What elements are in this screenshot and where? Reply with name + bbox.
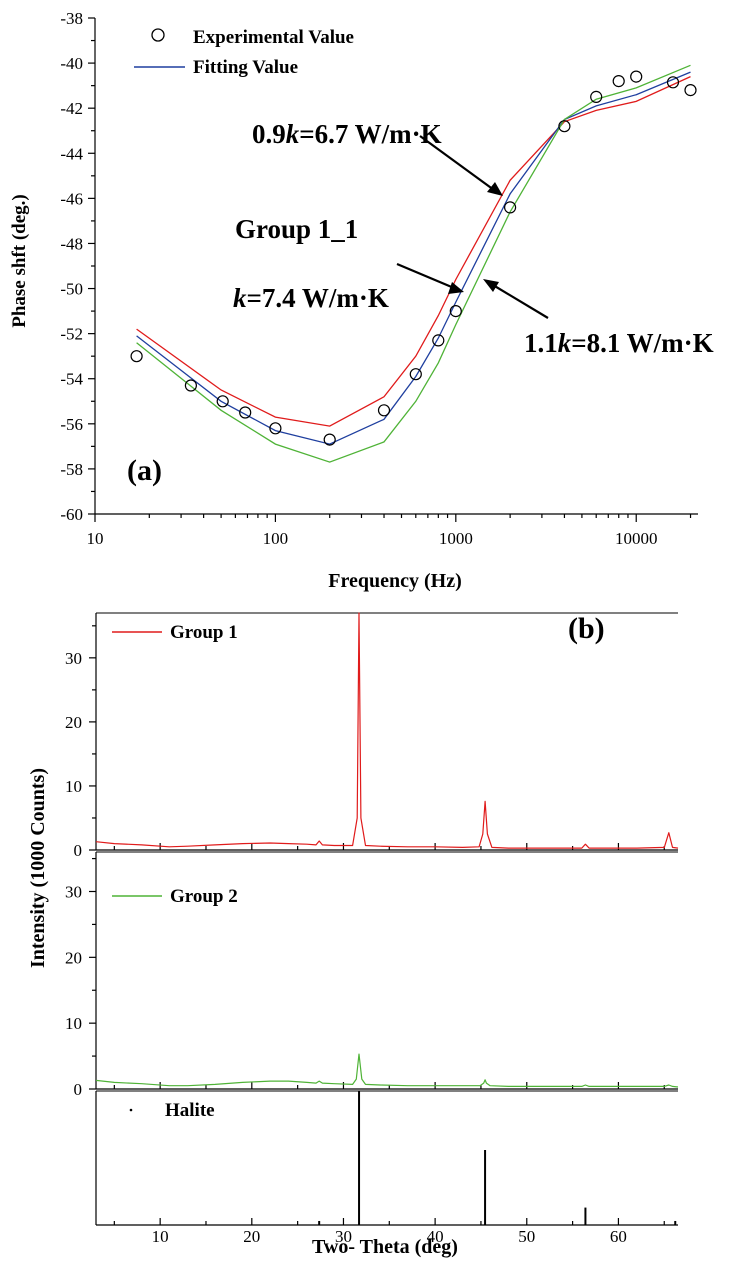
panel-b-x-tick-label: 10 bbox=[152, 1227, 169, 1246]
panel-a-x-tick-label: 100 bbox=[263, 529, 289, 548]
panel-b-y-tick-label: 20 bbox=[65, 713, 82, 732]
panel-a-y-tick-label: -38 bbox=[60, 9, 83, 28]
panel-b-x-tick-label: 50 bbox=[518, 1227, 535, 1246]
arrow-upper-head bbox=[487, 182, 503, 196]
arrow-middle-head bbox=[448, 282, 464, 294]
panel-a-label: (a) bbox=[127, 454, 162, 487]
panel-a-y-tick-label: -48 bbox=[60, 234, 83, 253]
arrow-upper bbox=[420, 136, 494, 190]
annotation-group: Group 1_1 bbox=[235, 214, 358, 244]
annotation-lower-prefix: 1.1 bbox=[524, 328, 558, 358]
panel-b-x-tick-label: 60 bbox=[610, 1227, 627, 1246]
panel-b-y-tick-label: 10 bbox=[65, 1014, 82, 1033]
panel-a-y-tick-label: -50 bbox=[60, 280, 83, 299]
annotation-upper-prefix: 0.9 bbox=[252, 119, 286, 149]
panel-b-y-tick-label: 0 bbox=[74, 841, 83, 860]
panel-a-y-tick-label: -54 bbox=[60, 370, 83, 389]
panel-a-y-tick-label: -56 bbox=[60, 415, 83, 434]
panel-b-y-tick-label: 30 bbox=[65, 649, 82, 668]
experimental-point bbox=[379, 405, 390, 416]
panel-b-y-tick-label: 30 bbox=[65, 883, 82, 902]
legend-fitting-label: Fitting Value bbox=[193, 57, 298, 78]
annotation-middle: k=7.4 W/m·K bbox=[233, 283, 389, 313]
experimental-point bbox=[613, 76, 624, 87]
annotation-lower: 1.1k=8.1 W/m·K bbox=[524, 328, 714, 358]
annotation-upper-suffix: =6.7 W/m·K bbox=[299, 119, 441, 149]
panel-a-x-tick-label: 10000 bbox=[615, 529, 658, 548]
annotation-upper-k: k bbox=[286, 119, 300, 149]
experimental-point bbox=[131, 351, 142, 362]
panel-b-x-tick-label: 20 bbox=[243, 1227, 260, 1246]
annotation-lower-suffix: =8.1 W/m·K bbox=[571, 328, 713, 358]
panel-b-marks bbox=[96, 613, 678, 1225]
panel-a-y-tick-label: -46 bbox=[60, 189, 83, 208]
annotation-lower-k: k bbox=[558, 328, 572, 358]
panel-a-x-tick-label: 10 bbox=[87, 529, 104, 548]
annotation-upper: 0.9k=6.7 W/m·K bbox=[252, 119, 442, 149]
panel-b-label: (b) bbox=[568, 612, 605, 645]
panel-b-ylabel: Intensity (1000 Counts) bbox=[27, 768, 49, 968]
experimental-point bbox=[410, 369, 421, 380]
panel-b-xlabel: Two- Theta (deg) bbox=[312, 1236, 458, 1258]
experimental-point bbox=[631, 71, 642, 82]
panel-a-x-tick-label: 1000 bbox=[439, 529, 473, 548]
legend-group2-label: Group 2 bbox=[170, 886, 238, 907]
arrow-lower bbox=[493, 285, 548, 318]
legend-experimental-label: Experimental Value bbox=[193, 27, 354, 48]
legend-halite-marker bbox=[130, 1109, 133, 1112]
panel-a-y-tick-label: -58 bbox=[60, 460, 83, 479]
group1-pattern-line bbox=[96, 613, 678, 848]
arrow-middle bbox=[397, 264, 454, 288]
arrow-lower-head bbox=[483, 279, 499, 292]
legend-halite-label: Halite bbox=[165, 1100, 215, 1121]
experimental-point bbox=[591, 91, 602, 102]
panel-a-y-tick-label: -40 bbox=[60, 54, 83, 73]
annotation-middle-suffix: =7.4 W/m·K bbox=[247, 283, 389, 313]
experimental-point bbox=[433, 335, 444, 346]
panel-b-y-tick-label: 20 bbox=[65, 948, 82, 967]
panel-a-y-tick-label: -60 bbox=[60, 505, 83, 524]
panel-a-y-tick-label: -52 bbox=[60, 325, 83, 344]
panel-a-xlabel: Frequency (Hz) bbox=[328, 570, 462, 592]
legend-experimental-marker bbox=[152, 29, 164, 41]
panel-b-y-tick-label: 0 bbox=[74, 1080, 83, 1099]
group2-pattern-line bbox=[96, 1054, 678, 1087]
annotation-middle-k: k bbox=[233, 283, 247, 313]
panel-b-y-tick-label: 10 bbox=[65, 777, 82, 796]
experimental-point bbox=[217, 396, 228, 407]
panel-a-y-tick-label: -42 bbox=[60, 99, 83, 118]
legend-group1-label: Group 1 bbox=[170, 622, 238, 643]
experimental-point bbox=[685, 85, 696, 96]
panel-a-y-tick-label: -44 bbox=[60, 144, 83, 163]
panel-a-ylabel: Phase shft (deg.) bbox=[9, 194, 30, 328]
